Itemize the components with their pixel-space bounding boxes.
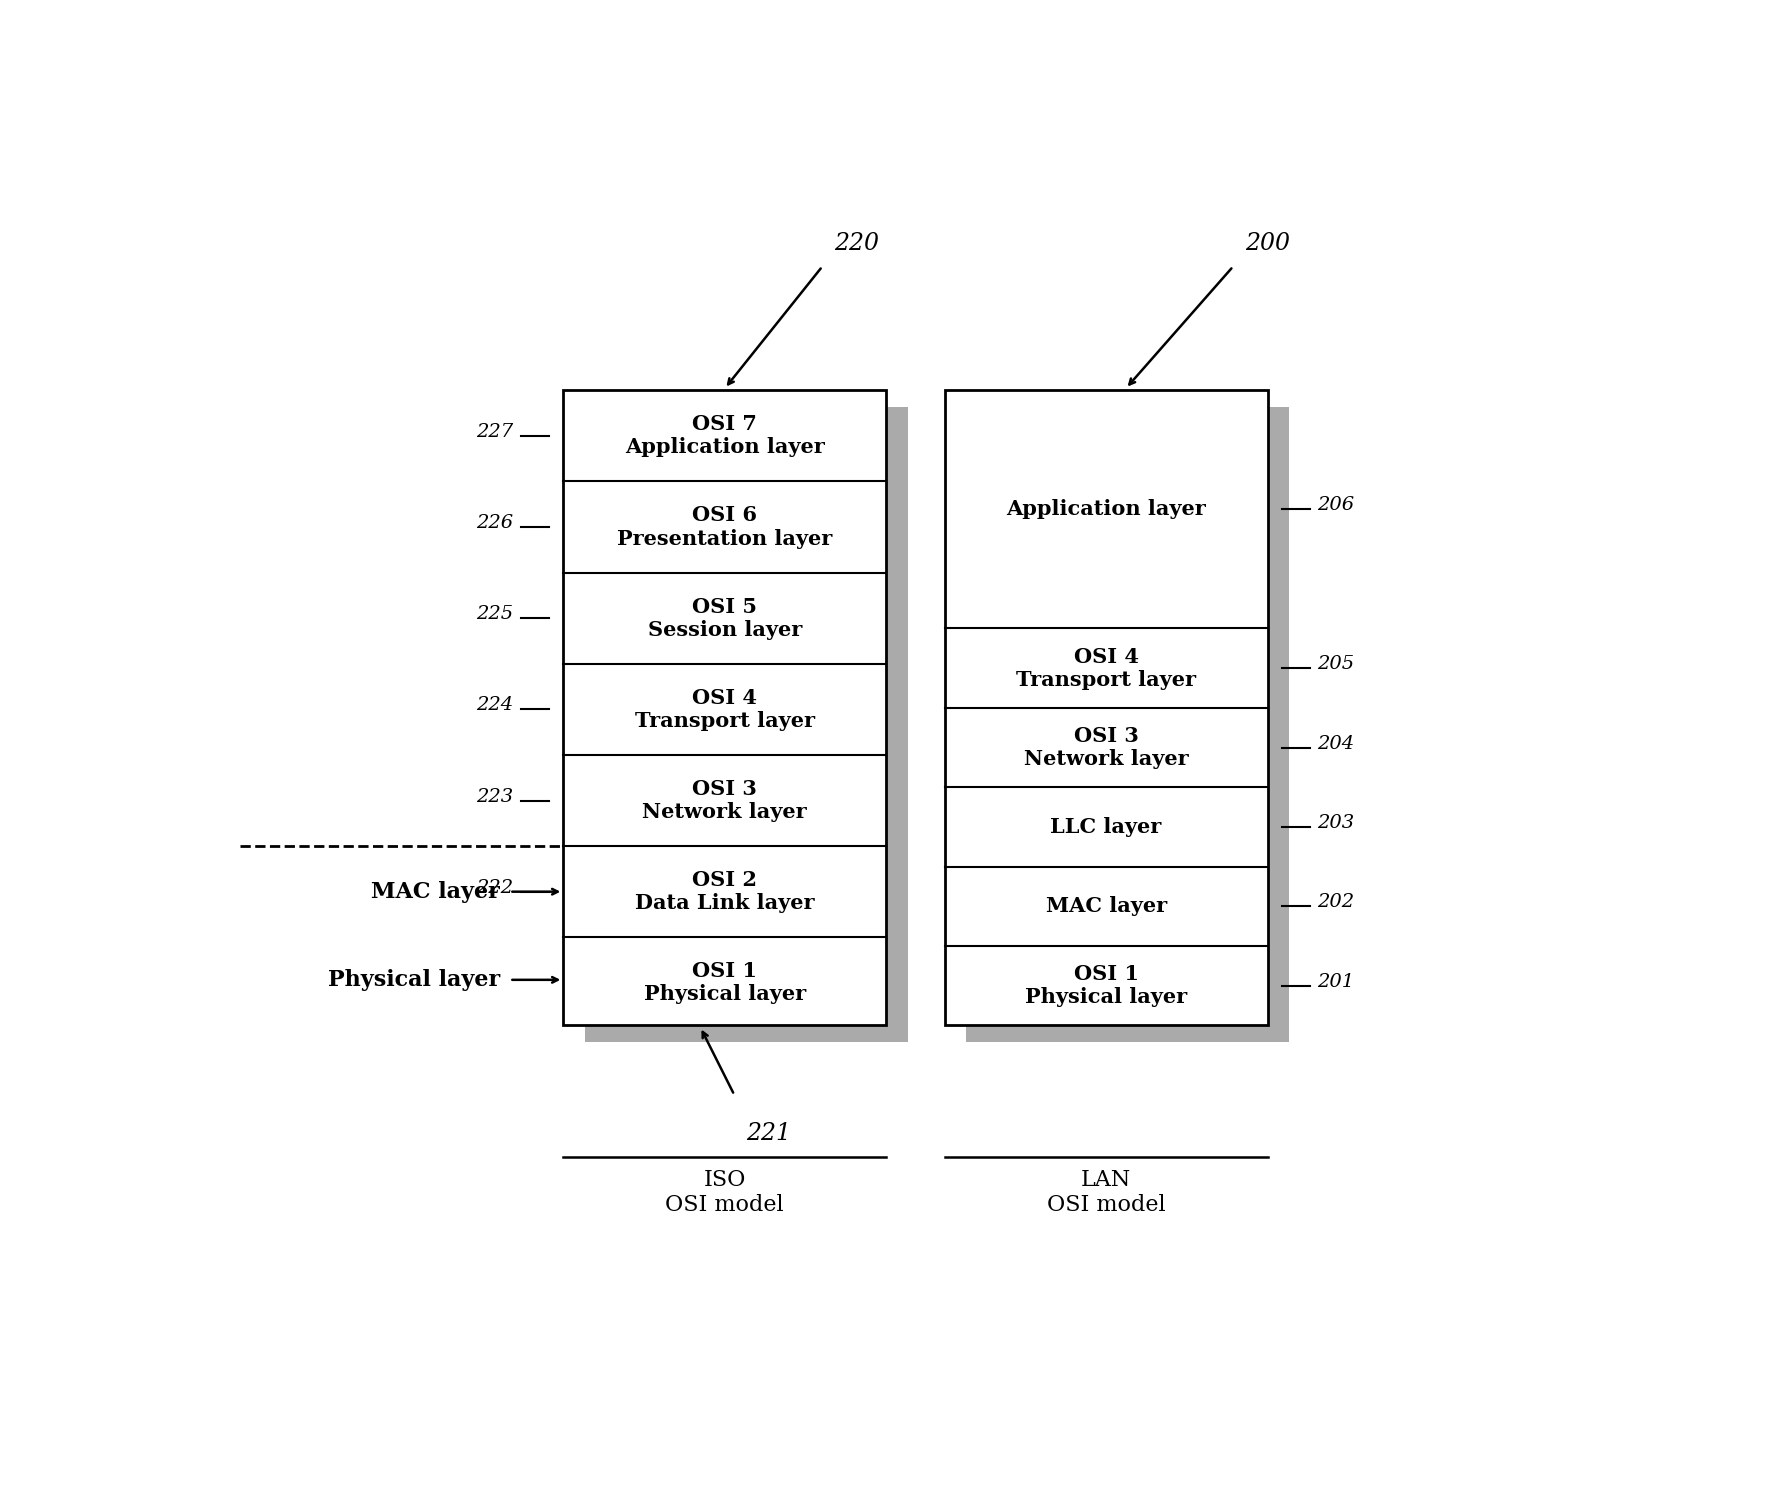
Text: OSI 6
Presentation layer: OSI 6 Presentation layer xyxy=(617,506,832,549)
Text: 204: 204 xyxy=(1318,735,1355,753)
Text: 206: 206 xyxy=(1318,496,1355,515)
Text: OSI 3
Network layer: OSI 3 Network layer xyxy=(643,779,808,822)
Text: Physical layer: Physical layer xyxy=(327,969,500,991)
Bar xyxy=(967,407,1290,1043)
Text: 203: 203 xyxy=(1318,813,1355,831)
Text: Application layer: Application layer xyxy=(1005,499,1207,519)
Text: 221: 221 xyxy=(746,1123,792,1145)
Text: 223: 223 xyxy=(477,788,514,806)
Text: ISO
OSI model: ISO OSI model xyxy=(666,1168,785,1216)
Bar xyxy=(564,391,885,1026)
Text: 205: 205 xyxy=(1318,655,1355,673)
Text: 201: 201 xyxy=(1318,973,1355,991)
Text: 202: 202 xyxy=(1318,893,1355,911)
Text: OSI 5
Session layer: OSI 5 Session layer xyxy=(647,596,802,640)
Text: MAC layer: MAC layer xyxy=(371,881,500,902)
Text: OSI 1
Physical layer: OSI 1 Physical layer xyxy=(643,961,806,1005)
Bar xyxy=(945,391,1267,1026)
Text: OSI 7
Application layer: OSI 7 Application layer xyxy=(626,413,825,457)
Text: 226: 226 xyxy=(477,515,514,533)
Text: OSI 1
Physical layer: OSI 1 Physical layer xyxy=(1025,964,1187,1008)
Text: 224: 224 xyxy=(477,697,514,714)
Bar xyxy=(585,407,908,1043)
Text: LAN
OSI model: LAN OSI model xyxy=(1046,1168,1166,1216)
Text: MAC layer: MAC layer xyxy=(1046,896,1166,916)
Text: 227: 227 xyxy=(477,423,514,441)
Text: OSI 4
Transport layer: OSI 4 Transport layer xyxy=(634,688,815,730)
Text: 200: 200 xyxy=(1246,232,1290,255)
Text: OSI 4
Transport layer: OSI 4 Transport layer xyxy=(1016,646,1196,690)
Text: 220: 220 xyxy=(834,232,880,255)
Text: OSI 2
Data Link layer: OSI 2 Data Link layer xyxy=(634,871,815,913)
Text: 225: 225 xyxy=(477,605,514,623)
Text: OSI 3
Network layer: OSI 3 Network layer xyxy=(1023,726,1189,770)
Text: LLC layer: LLC layer xyxy=(1051,816,1161,837)
Text: 222: 222 xyxy=(477,878,514,896)
